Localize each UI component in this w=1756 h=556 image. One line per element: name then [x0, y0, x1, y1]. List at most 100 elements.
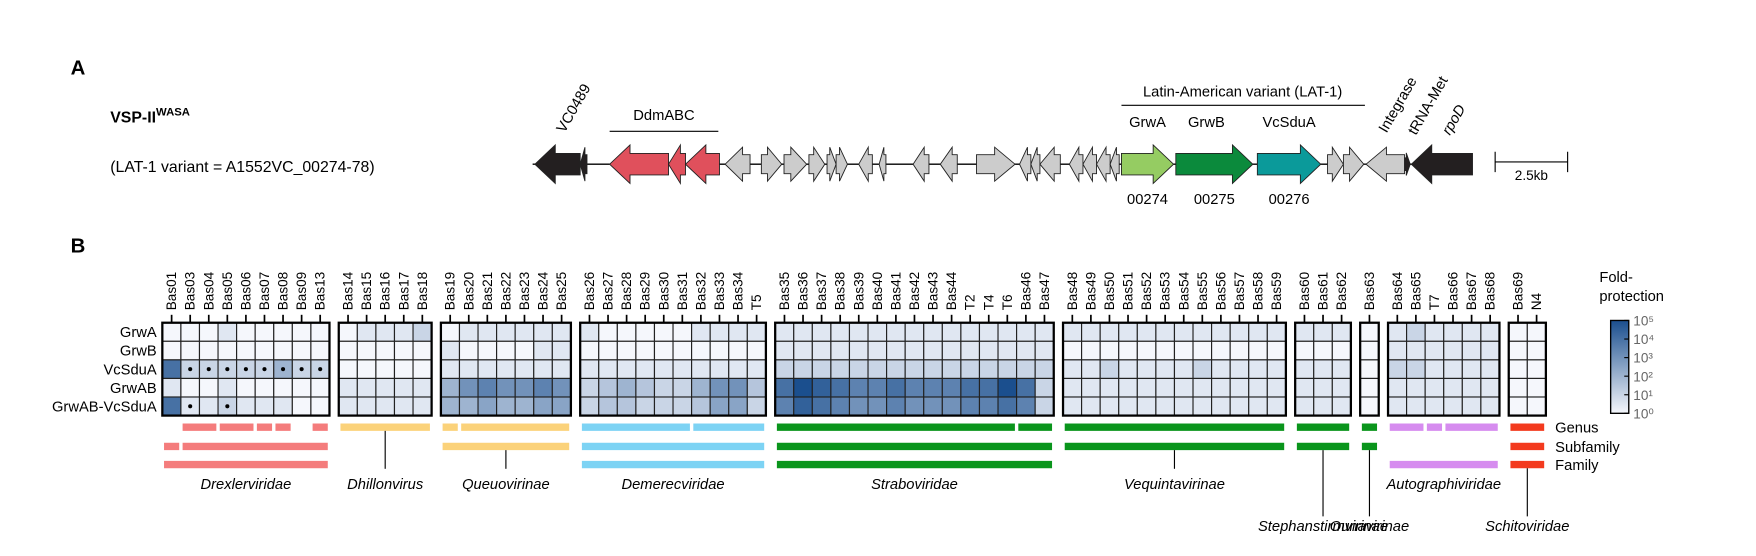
gene-arrow [1404, 152, 1411, 176]
gene-arrow [1175, 143, 1254, 185]
heatmap-cell [1461, 396, 1482, 417]
heatmap-cell [1294, 322, 1315, 342]
heatmap-cell [1136, 359, 1157, 380]
heatmap-cell [551, 322, 572, 342]
heatmap-cell [1211, 322, 1231, 342]
heatmap-cell [1016, 396, 1036, 417]
gene-label: VC0489 [554, 82, 594, 136]
heatmap-cell [1192, 396, 1213, 417]
gene-arrow [760, 145, 783, 183]
heatmap-cell [1313, 377, 1333, 398]
gene-arrow [1109, 147, 1120, 182]
heatmap-cell [774, 396, 795, 417]
heatmap-cell [217, 322, 238, 342]
gene-arrow [1082, 145, 1098, 183]
heatmap-cell [1155, 359, 1176, 380]
heatmap-cell [1136, 340, 1157, 361]
taxon-bar [461, 423, 570, 431]
column-label: Bas19 [443, 272, 458, 311]
heatmap-cell [774, 377, 795, 398]
heatmap-cell [338, 322, 358, 342]
taxon-bar [442, 442, 570, 451]
gene-arrow [579, 147, 588, 182]
heatmap-cell [941, 340, 962, 361]
heatmap-cell [1081, 340, 1101, 361]
dot [262, 367, 267, 372]
heatmap-cell [616, 377, 637, 398]
heatmap-cell [728, 377, 748, 398]
column-label: Bas20 [461, 271, 476, 310]
column-label: Bas32 [693, 272, 708, 311]
heatmap-cell [672, 377, 693, 398]
taxon-bar [581, 442, 765, 451]
group-box [1507, 321, 1548, 417]
column-label: T5 [749, 294, 764, 310]
heatmap-cell [1211, 396, 1231, 417]
column-label: Bas55 [1195, 272, 1210, 311]
heatmap-cell [393, 359, 414, 380]
heatmap-cell [161, 322, 182, 342]
heatmap-cell [412, 340, 433, 361]
heatmap-cell [1331, 359, 1352, 380]
taxon-bar [1510, 442, 1545, 451]
dot [225, 367, 230, 372]
heatmap-cell [393, 322, 414, 342]
heatmap-cell [440, 359, 461, 380]
column-label: Bas14 [341, 271, 356, 310]
heatmap-cell [412, 377, 433, 398]
column-label: Bas67 [1464, 272, 1479, 311]
heatmap-cell [310, 377, 331, 398]
heatmap-cell [1099, 322, 1120, 342]
heatmap-cell [1155, 322, 1176, 342]
heatmap-cell [496, 377, 516, 398]
heatmap-cell [514, 322, 535, 342]
heatmap-cell [533, 377, 553, 398]
heatmap-cell [496, 396, 516, 417]
column-label: Bas46 [1018, 272, 1033, 311]
column-label: Bas50 [1102, 271, 1117, 310]
element-name: VSP-IIWASA [110, 107, 190, 127]
heatmap-cell [458, 377, 479, 398]
heatmap-cell [579, 396, 600, 417]
column-label: Bas64 [1390, 271, 1405, 310]
heatmap-cell [941, 322, 962, 342]
dot [318, 367, 323, 372]
gene-label: GrwA [1129, 115, 1166, 131]
heatmap-cell [811, 377, 832, 398]
heatmap-cell [923, 377, 943, 398]
heatmap-cell [793, 340, 813, 361]
gene-arrow [1342, 145, 1365, 183]
gene-label: VcSduA [1262, 115, 1315, 131]
dot [188, 404, 193, 409]
locus-tag: 00274 [1127, 192, 1168, 208]
taxon-bar [581, 423, 690, 431]
heatmap-cell [1136, 377, 1157, 398]
column-label: Bas49 [1083, 272, 1098, 311]
heatmap-cell [338, 359, 358, 380]
heatmap-cell [635, 359, 656, 380]
heatmap-cell [1387, 340, 1408, 361]
column-label: Bas57 [1232, 272, 1247, 311]
heatmap-cell [886, 396, 906, 417]
heatmap-cell [1248, 322, 1268, 342]
note: (LAT-1 variant = A1552VC_00274-78) [110, 159, 374, 176]
heatmap-cell [551, 340, 572, 361]
heatmap-cell [1406, 377, 1426, 398]
heatmap-cell [458, 322, 479, 342]
heatmap-cell [1313, 340, 1333, 361]
heatmap-cell [1211, 340, 1231, 361]
heatmap-cell [1443, 322, 1463, 342]
heatmap-cell [793, 396, 813, 417]
heatmap-cell [1526, 377, 1547, 398]
taxon-bar [776, 460, 1053, 469]
heatmap-cell [1118, 322, 1138, 342]
legend-tick-label: 10⁴ [1633, 332, 1654, 347]
column-label: Bas54 [1176, 271, 1191, 310]
group-box [1386, 321, 1501, 417]
heatmap-cell [356, 340, 377, 361]
heatmap-cell [1173, 322, 1194, 342]
heatmap-cell [1192, 359, 1213, 380]
taxon-bar [1064, 442, 1285, 451]
level-label: Family [1555, 458, 1599, 474]
column-label: Bas60 [1297, 271, 1312, 310]
